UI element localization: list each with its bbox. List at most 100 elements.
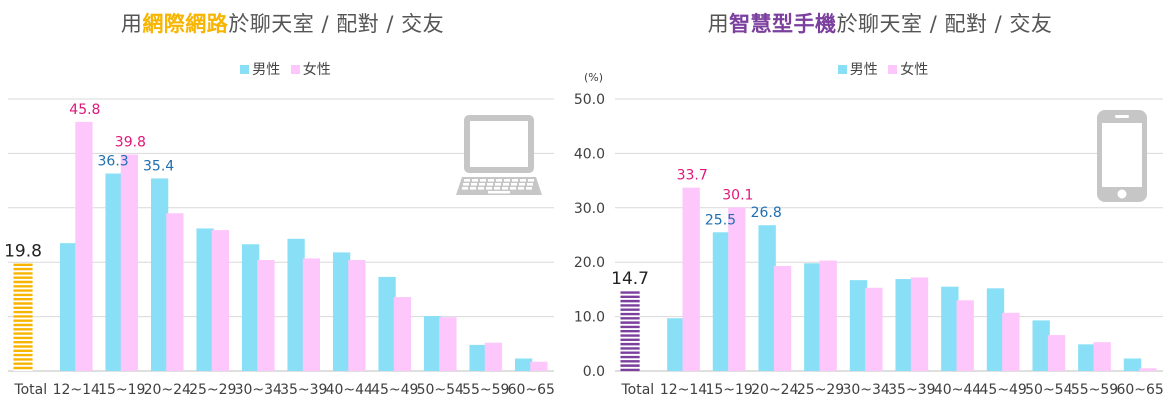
x-tick-label: 45~49: [979, 382, 1026, 398]
bar-male: [941, 286, 959, 371]
laptop-key: [518, 187, 524, 190]
internet-chart-panel: 用網際網路於聊天室 / 配對 / 交友 男性 女性 19.8 Total 45.8 3…: [0, 0, 565, 401]
bar-male: [378, 276, 396, 371]
gridlines: [8, 98, 554, 318]
legend-label-male: 男性: [252, 62, 281, 78]
bar-male: [986, 288, 1005, 371]
legend-label-male: 男性: [849, 62, 878, 78]
legend: 男性 女性: [590, 59, 1170, 79]
bar-male: [59, 243, 78, 371]
laptop-key: [519, 183, 525, 186]
bar-male: [667, 318, 685, 371]
bar-female: [1047, 335, 1066, 371]
laptop-key: [486, 187, 492, 190]
y-tick-label: 50.0: [574, 92, 605, 108]
x-tick-label-total: Total: [13, 382, 47, 398]
bar-female: [348, 260, 366, 371]
y-axis: 0.0 10.0 20.0 30.0 40.0 50.0: [574, 92, 605, 380]
data-label: 39.8: [115, 134, 146, 150]
data-label: 33.7: [677, 168, 708, 184]
bar-male: [105, 173, 123, 371]
title-highlight: 智慧型手機: [729, 12, 837, 36]
bar-female: [682, 187, 700, 371]
laptop-key: [526, 187, 532, 190]
title-prefix: 用: [707, 12, 730, 36]
laptop-key: [478, 187, 484, 190]
bar-male: [241, 244, 260, 371]
data-label: 30.1: [722, 187, 753, 203]
phone-home-button: [1117, 189, 1127, 199]
data-label: 26.8: [751, 205, 782, 221]
laptop-key: [504, 179, 510, 182]
y-tick-label: 0.0: [583, 364, 605, 380]
x-tick-label: 30~34: [235, 382, 282, 398]
x-tick-label: 30~34: [842, 382, 889, 398]
bar-male: [1123, 358, 1142, 371]
bar-female: [257, 260, 275, 371]
smartphone-icon: [1097, 110, 1147, 202]
x-tick-label: 50~54: [417, 382, 464, 398]
bar-female: [1093, 342, 1111, 371]
bars: [667, 187, 1157, 371]
bar-female: [439, 317, 457, 371]
x-tick-label: 40~44: [934, 382, 981, 398]
laptop-key: [471, 183, 477, 186]
bar-female: [773, 266, 792, 371]
bar-female: [302, 258, 321, 371]
x-tick-label: 25~29: [189, 382, 236, 398]
laptop-key: [464, 179, 470, 182]
bar-female: [75, 121, 93, 372]
data-labels: 33.7 25.5 30.1 26.8: [677, 168, 782, 229]
title-suffix: 於聊天室 / 配對 / 交友: [836, 12, 1053, 36]
bar-female: [956, 300, 974, 371]
y-tick-label: 40.0: [574, 146, 605, 162]
legend-swatch-female: [290, 65, 300, 74]
bar-male: [849, 280, 868, 371]
bar-female: [393, 297, 412, 371]
bar-male: [514, 358, 533, 371]
x-tick-label: 15~19: [705, 382, 752, 398]
y-tick-label: 10.0: [574, 310, 605, 326]
gridlines: [615, 98, 1163, 318]
x-tick-label: 55~59: [462, 382, 509, 398]
total-value-label: 19.8: [4, 241, 42, 261]
x-tick-label: 35~39: [888, 382, 935, 398]
laptop-key: [520, 179, 526, 182]
legend: 男性 女性: [0, 59, 565, 79]
bar-male: [469, 344, 487, 371]
bar-male: [758, 225, 776, 371]
laptop-key: [470, 187, 476, 190]
laptop-key: [496, 179, 502, 182]
legend-label-female: 女性: [900, 62, 929, 78]
x-tick-label: 60~65: [1116, 382, 1163, 398]
bar-male: [712, 232, 731, 371]
bars: [59, 121, 548, 372]
bar-female: [1002, 312, 1020, 371]
laptop-key: [495, 183, 501, 186]
laptop-key: [512, 179, 518, 182]
legend-swatch-male: [837, 65, 847, 74]
bar-female: [120, 154, 139, 371]
bar-female: [211, 230, 230, 371]
x-tick-label-total: Total: [620, 382, 654, 398]
y-tick-label: 20.0: [574, 255, 605, 271]
x-tick-label: 25~29: [797, 382, 844, 398]
chart-title-smartphone: 用智慧型手機於聊天室 / 配對 / 交友: [590, 8, 1170, 38]
laptop-icon: [456, 115, 542, 195]
laptop-key: [503, 183, 509, 186]
laptop-key: [487, 183, 493, 186]
laptop-key: [463, 183, 469, 186]
x-tick-label: 15~19: [98, 382, 145, 398]
bar-male: [1078, 344, 1096, 371]
x-tick-label: 55~59: [1071, 382, 1118, 398]
phone-speaker: [1115, 115, 1129, 118]
x-tick-label: 45~49: [371, 382, 418, 398]
bar-male: [287, 238, 305, 371]
legend-swatch-male: [240, 65, 250, 74]
bar-female: [910, 277, 929, 371]
title-highlight: 網際網路: [142, 12, 229, 36]
bar-male: [1032, 320, 1050, 371]
smartphone-chart-panel: 用智慧型手機於聊天室 / 配對 / 交友 男性 女性 0.0 10.0 20.0 30…: [574, 0, 1170, 401]
bar-male: [895, 279, 913, 371]
x-tick-label: 35~39: [280, 382, 327, 398]
